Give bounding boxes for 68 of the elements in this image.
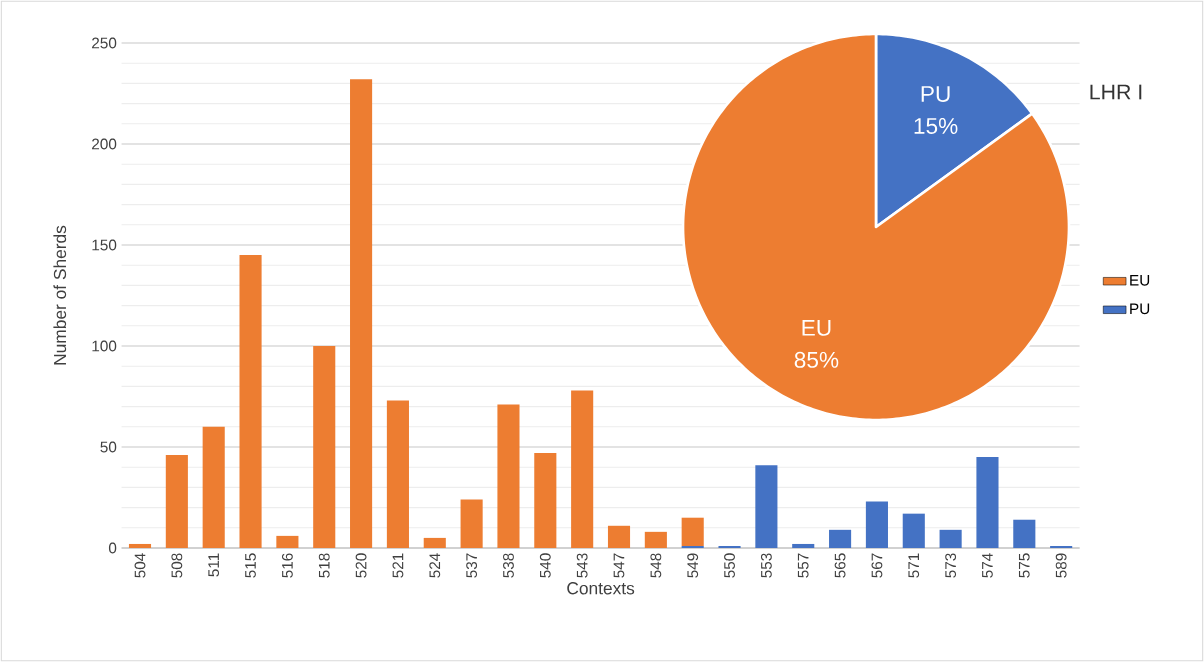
bar (239, 255, 262, 548)
y-tick-label: 150 (92, 239, 117, 251)
bar (460, 499, 483, 548)
x-tick-label: 574 (982, 553, 993, 578)
x-tick-label: 504 (134, 553, 146, 578)
y-tick-label: 250 (92, 37, 117, 49)
x-tick-label: 543 (576, 553, 588, 578)
y-axis-title: Number of Sherds (53, 225, 67, 365)
legend-label: EU (1130, 274, 1150, 286)
x-axis-title: Contexts (567, 582, 635, 595)
x-tick-label: 573 (945, 553, 957, 578)
bar (202, 426, 225, 548)
bar (607, 525, 631, 548)
bar (939, 529, 962, 548)
bar (276, 535, 299, 548)
x-tick-label: 516 (281, 553, 293, 578)
x-tick-label: 524 (429, 553, 441, 578)
bar (165, 455, 188, 548)
x-tick-label: 565 (834, 553, 846, 578)
x-tick-label: 575 (1018, 553, 1030, 578)
bar (718, 545, 741, 548)
x-tick-label: 567 (871, 553, 883, 578)
y-tick-label: 50 (100, 441, 117, 453)
x-tick-label: 557 (797, 553, 809, 578)
bar (1013, 519, 1036, 548)
x-tick-label: 515 (245, 553, 256, 578)
x-tick-label: 548 (650, 553, 662, 578)
bar (681, 517, 704, 546)
bar (497, 404, 520, 548)
legend-label: PU (1130, 303, 1150, 315)
bar (902, 513, 925, 548)
x-tick-label: 549 (687, 553, 699, 578)
bar (1050, 545, 1073, 548)
bar (128, 543, 152, 548)
x-tick-label: 538 (503, 553, 514, 578)
data-label: 15% (914, 118, 958, 134)
x-tick-label: 511 (208, 553, 220, 577)
y-tick-label: 200 (92, 138, 117, 150)
bar (976, 457, 999, 548)
x-tick-label: 537 (466, 553, 478, 578)
x-tick-label: 521 (392, 553, 404, 578)
bar (313, 346, 336, 548)
x-tick-label: 540 (539, 553, 551, 578)
bar (571, 390, 594, 548)
x-tick-label: 550 (724, 553, 735, 578)
slice-label: PU (921, 86, 950, 102)
bar (350, 79, 373, 548)
bar (423, 537, 446, 548)
x-tick-label: 553 (760, 553, 772, 578)
x-tick-label: 518 (318, 553, 330, 578)
bar (534, 453, 557, 548)
bar (755, 465, 778, 548)
bar (865, 501, 888, 548)
y-tick-label: 100 (92, 340, 117, 352)
x-tick-label: 547 (613, 553, 625, 578)
x-tick-label: 571 (908, 553, 920, 578)
bar (644, 531, 667, 548)
text: LHR I (1090, 84, 1142, 100)
bar (792, 543, 815, 548)
bar (681, 545, 704, 548)
data-label: 85% (794, 351, 839, 368)
x-tick-label: 589 (1055, 553, 1067, 578)
x-tick-label: 520 (355, 553, 367, 578)
slice-label: EU (802, 320, 831, 336)
bar (386, 400, 409, 548)
bar (829, 529, 852, 548)
y-tick-label: 0 (108, 542, 117, 554)
x-tick-label: 508 (171, 553, 183, 578)
